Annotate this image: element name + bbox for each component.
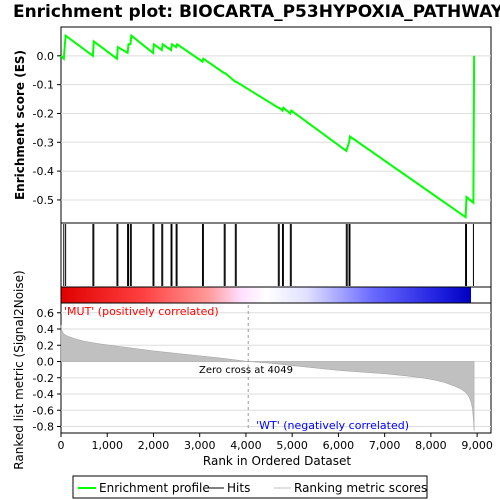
metric-tick-label: 0.2 <box>37 339 55 352</box>
metric-x-ticks: 0 1,000 2,000 3,000 4,000 5,000 6,000 7,000 8,00… <box>58 433 493 452</box>
hit-marks <box>63 224 474 286</box>
metric-y-axis-label: Ranked list metric (Signal2Noise) <box>12 270 26 469</box>
hits-panel-frame <box>60 222 492 288</box>
metric-tick-label: 0.0 <box>37 356 55 369</box>
es-panel-frame <box>60 26 492 224</box>
metric-tick-label: -0.2 <box>33 372 54 385</box>
x-axis-label: Rank in Ordered Dataset <box>203 454 351 468</box>
metric-tick-label: 0.6 <box>37 307 55 320</box>
metric-tick-label: 0.4 <box>37 323 55 336</box>
x-tick-label: 8,000 <box>415 439 447 452</box>
x-tick-label: 7,000 <box>369 439 401 452</box>
x-tick-label: 5,000 <box>276 439 308 452</box>
zero-cross-label: Zero cross at 4049 <box>199 365 293 376</box>
es-grid <box>61 55 491 201</box>
es-tick-label: -0.1 <box>33 79 54 92</box>
legend-hits-label: Hits <box>227 481 250 495</box>
x-tick-label: 2,000 <box>138 439 170 452</box>
enrichment-profile-line <box>60 33 476 220</box>
rank-color-bar <box>61 287 471 303</box>
metric-tick-label: -0.8 <box>33 421 54 434</box>
positive-correlation-label: 'MUT' (positively correlated) <box>64 305 219 318</box>
x-tick-label: 1,000 <box>91 439 123 452</box>
es-tick-label: -0.3 <box>33 136 54 149</box>
legend-box <box>72 475 428 499</box>
es-tick-label: -0.5 <box>33 194 54 207</box>
x-tick-label: 0 <box>58 439 65 452</box>
x-tick-label: 4,000 <box>230 439 262 452</box>
es-y-ticks: 0.0 -0.1 -0.2 -0.3 -0.4 -0.5 <box>33 50 61 207</box>
ranking-metric-area <box>60 324 475 431</box>
es-tick-label: -0.4 <box>33 165 54 178</box>
x-tick-label: 3,000 <box>184 439 216 452</box>
es-y-axis-label: Enrichment score (ES) <box>13 50 27 200</box>
metric-tick-label: -0.4 <box>33 388 54 401</box>
x-tick-label: 6,000 <box>323 439 355 452</box>
es-tick-label: -0.2 <box>33 107 54 120</box>
negative-correlation-label: 'WT' (negatively correlated) <box>256 419 409 432</box>
legend-enrichment-label: Enrichment profile <box>99 481 210 495</box>
x-tick-label: 9,000 <box>461 439 493 452</box>
metric-tick-label: -0.6 <box>33 404 54 417</box>
chart-title: Enrichment plot: BIOCARTA_P53HYPOXIA_PAT… <box>13 2 500 22</box>
metric-y-ticks: 0.6 0.4 0.2 0.0 -0.2 -0.4 -0.6 -0.8 <box>33 307 61 434</box>
es-tick-label: 0.0 <box>37 50 55 63</box>
legend-metric-label: Ranking metric scores <box>294 481 427 495</box>
